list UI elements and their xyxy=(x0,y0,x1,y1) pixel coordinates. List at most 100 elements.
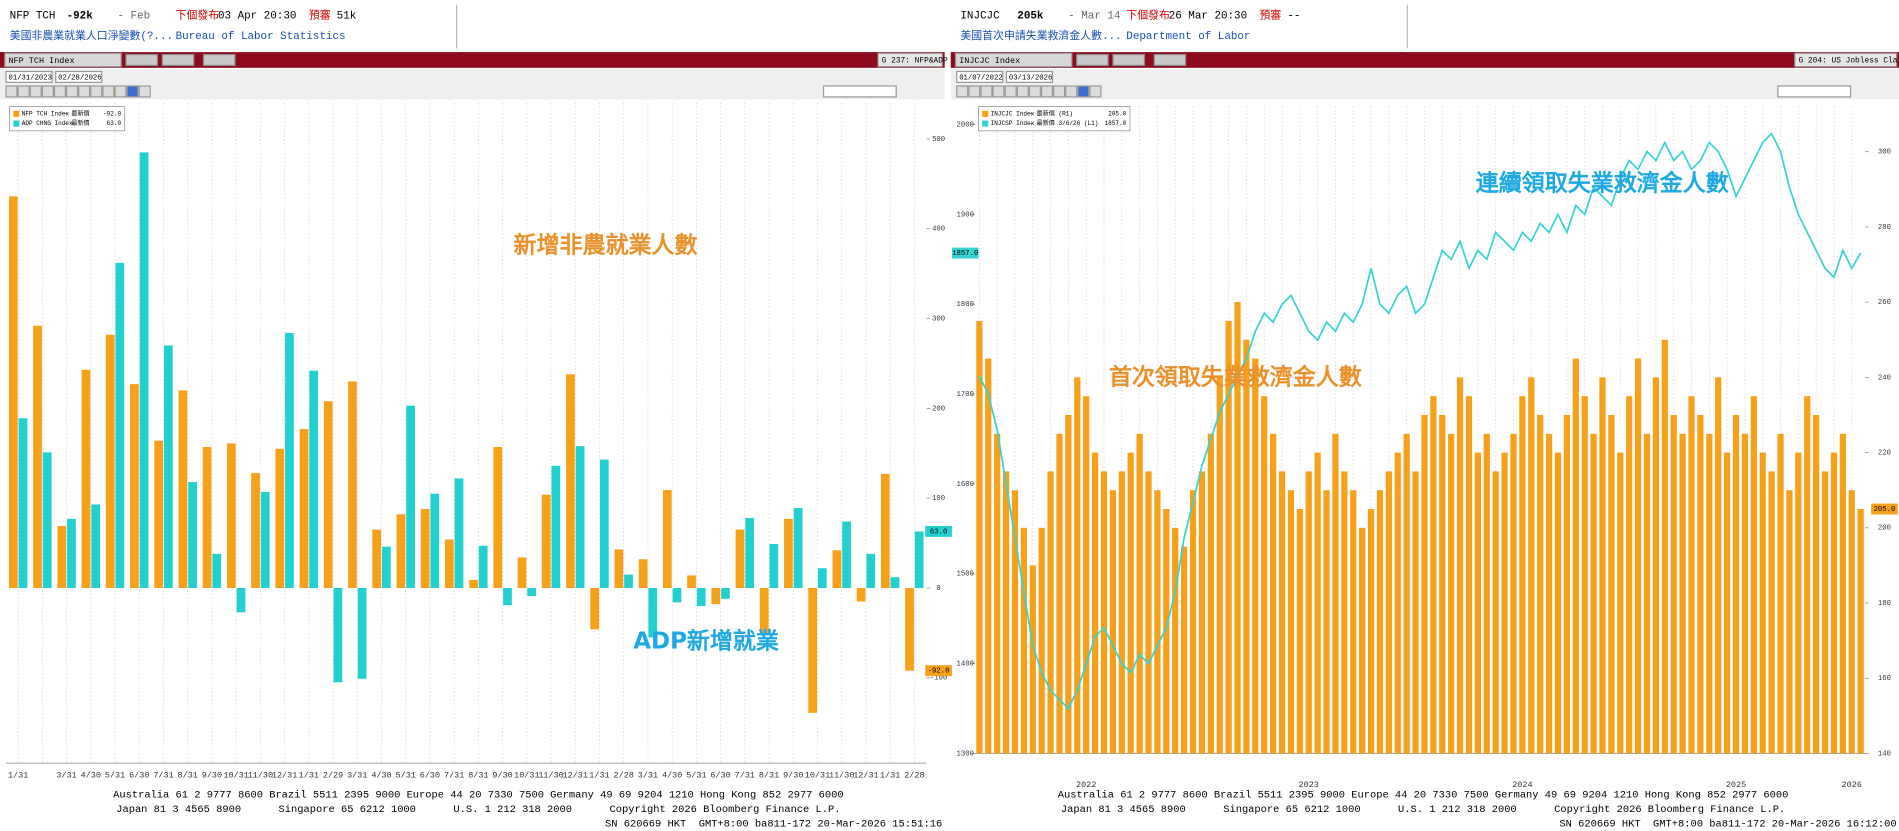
security-box[interactable] xyxy=(954,52,1073,68)
legend-label: - 最新價 (R1) xyxy=(1029,109,1073,117)
menu-button[interactable] xyxy=(1076,53,1109,67)
header-survey: -- xyxy=(1287,11,1300,23)
menu-button[interactable] xyxy=(202,53,236,67)
y-tick-label: 1600 xyxy=(957,481,974,489)
bar xyxy=(1688,396,1695,754)
menu-button[interactable] xyxy=(1112,53,1146,67)
x-tick-label: 2023 xyxy=(1299,780,1319,790)
bar xyxy=(1091,452,1099,754)
bar xyxy=(33,325,42,589)
bar xyxy=(1786,490,1793,754)
bar xyxy=(1813,414,1820,754)
bar xyxy=(1599,377,1606,754)
bar xyxy=(299,429,309,589)
range-button[interactable] xyxy=(102,85,115,98)
range-button[interactable] xyxy=(992,85,1005,98)
y-tick-label: 1400 xyxy=(957,661,974,669)
last-value-label: -92.0 xyxy=(928,668,950,676)
bar xyxy=(154,440,164,589)
y2-tick-label: 180 xyxy=(1878,600,1891,608)
bar xyxy=(1741,433,1749,754)
range-button[interactable] xyxy=(1089,85,1102,98)
date-end-box[interactable] xyxy=(55,70,103,83)
bar xyxy=(1528,377,1535,754)
bar xyxy=(420,508,430,589)
x-tick-label: 11/30 xyxy=(538,771,563,781)
range-button[interactable] xyxy=(968,85,981,98)
range-button[interactable] xyxy=(1053,85,1066,98)
menu-button[interactable] xyxy=(1153,53,1187,67)
bar xyxy=(832,550,842,589)
bar xyxy=(769,543,779,589)
bar xyxy=(1821,471,1829,754)
bar xyxy=(251,473,260,589)
last-value-tag xyxy=(1871,503,1898,515)
range-button[interactable] xyxy=(17,85,30,98)
date-end-box[interactable] xyxy=(1005,70,1054,83)
range-button[interactable] xyxy=(1077,85,1090,98)
bar xyxy=(1750,396,1757,754)
footer-line: Japan 81 3 4565 8900 Singapore 65 6212 1… xyxy=(1061,804,1785,816)
menu-button[interactable] xyxy=(161,53,195,67)
range-button[interactable] xyxy=(114,85,127,98)
range-button[interactable] xyxy=(1016,85,1029,98)
bar xyxy=(1118,471,1125,754)
range-button[interactable] xyxy=(1065,85,1078,98)
header-next: 03 Apr 20:30 xyxy=(218,11,296,23)
x-tick-label: 1/31 xyxy=(589,771,609,781)
date-start-box[interactable] xyxy=(956,70,1004,83)
settings-box[interactable] xyxy=(822,85,897,98)
bar xyxy=(599,459,609,589)
legend-swatch xyxy=(982,110,989,117)
bar xyxy=(226,443,236,589)
range-button[interactable] xyxy=(90,85,103,98)
plot-area xyxy=(6,102,927,764)
security: NFP TCH Index xyxy=(8,56,74,66)
bar xyxy=(994,433,1001,754)
bar xyxy=(1732,414,1740,754)
legend-name: INJCJC Index xyxy=(991,110,1035,117)
range-button[interactable] xyxy=(5,85,18,98)
y-tick-label: 0 xyxy=(936,585,940,593)
bar xyxy=(1465,396,1473,754)
range-button[interactable] xyxy=(78,85,91,98)
bar xyxy=(976,320,983,754)
range-button[interactable] xyxy=(66,85,79,98)
annotation: ADP新增就業 xyxy=(633,628,780,655)
range-button[interactable] xyxy=(126,85,139,98)
header-period: - Mar 14 xyxy=(1068,11,1120,23)
y-tick-label: 100 xyxy=(932,495,945,503)
security-box[interactable] xyxy=(4,52,122,68)
bar xyxy=(1581,396,1588,754)
range-button[interactable] xyxy=(1028,85,1041,98)
date-start: 01/07/2022 xyxy=(959,74,1003,82)
x-tick-label: 6/30 xyxy=(420,771,440,781)
range-button[interactable] xyxy=(53,85,67,98)
bar xyxy=(309,370,319,589)
x-tick-label: 10/31 xyxy=(805,771,830,781)
x-tick-label: 1/31 xyxy=(299,771,319,781)
header-source: Bureau of Labor Statistics xyxy=(176,31,346,43)
range-button[interactable] xyxy=(41,85,54,98)
range-button[interactable] xyxy=(956,85,969,98)
range-button[interactable] xyxy=(138,85,151,98)
x-tick-label: 4/30 xyxy=(81,771,101,781)
x-tick-label: 4/30 xyxy=(662,771,682,781)
bar xyxy=(1626,396,1633,754)
menu-button[interactable] xyxy=(125,53,159,67)
bar xyxy=(8,196,18,589)
bar xyxy=(130,384,139,589)
y2-tick-label: 220 xyxy=(1878,450,1891,458)
footer-line: SN 620669 HKT GMT+8:00 ba811-172 20-Mar-… xyxy=(1559,818,1896,830)
bar xyxy=(817,568,827,589)
function-box xyxy=(877,52,943,68)
range-button[interactable] xyxy=(1004,85,1017,98)
range-button[interactable] xyxy=(1040,85,1054,98)
date-start-box[interactable] xyxy=(5,70,53,83)
settings-box[interactable] xyxy=(1777,85,1852,98)
range-button[interactable] xyxy=(29,85,42,98)
bar xyxy=(1777,433,1784,754)
bar xyxy=(1323,490,1330,754)
range-button[interactable] xyxy=(980,85,993,98)
bar xyxy=(1670,414,1677,754)
